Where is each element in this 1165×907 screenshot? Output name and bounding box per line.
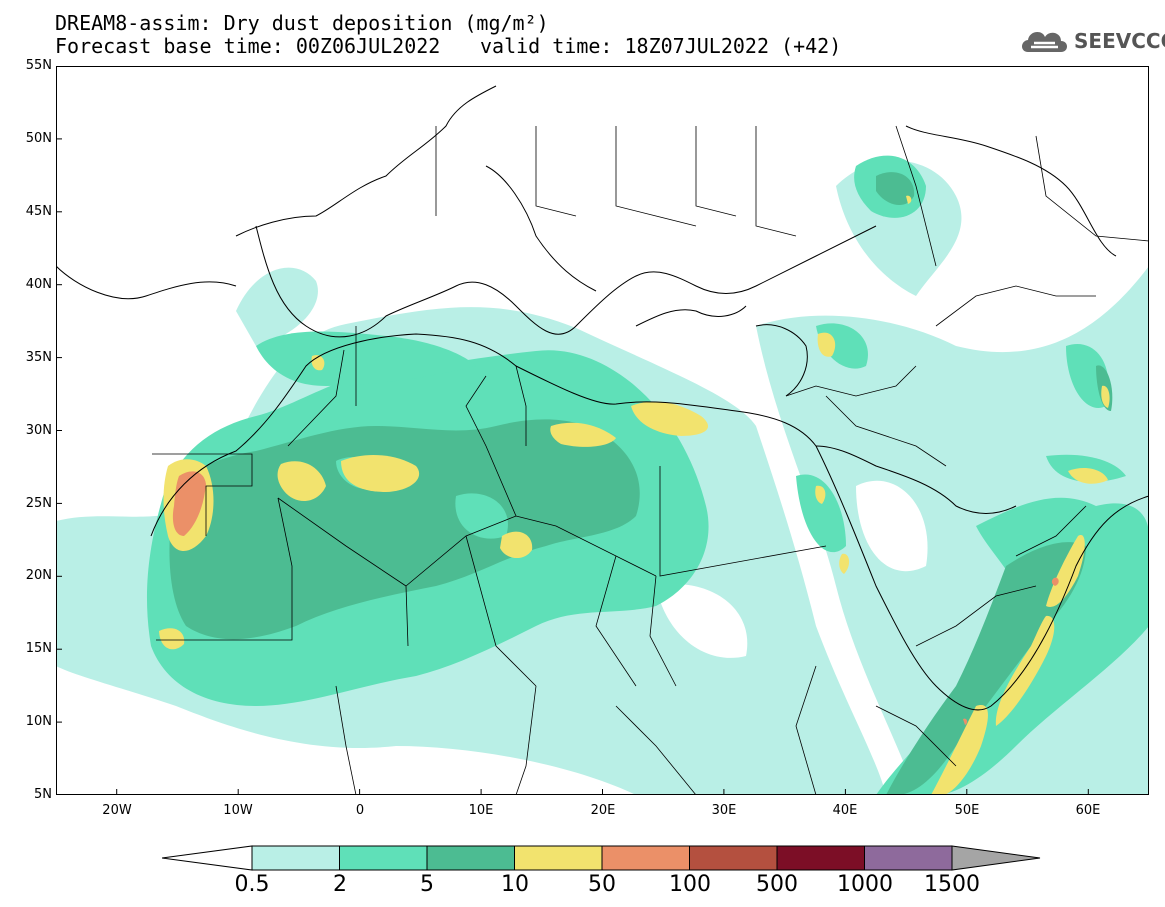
legend-label-0-5: 0.5 [234,872,270,897]
cloud-icon [1022,31,1067,52]
legend-label-100: 100 [669,872,711,897]
lat-label-20n: 20N [25,568,52,583]
seevccc-logo: SEEVCCC [1018,24,1165,60]
lat-label-30n: 30N [25,423,52,438]
title-line-1: DREAM8-assim: Dry dust deposition (mg/m²… [55,11,549,35]
dust-map [56,66,1149,795]
legend-swatch-7 [776,845,865,871]
legend-label-2: 2 [333,872,347,897]
borders [152,125,1149,795]
title-line-2: Forecast base time: 00Z06JUL2022 [55,34,441,58]
coastlines [56,85,1149,711]
tick-marks [56,138,1089,795]
legend-label-10: 10 [501,872,529,897]
legend-swatch-2 [339,845,428,871]
legend-label-1500: 1500 [924,872,980,897]
legend-label-500: 500 [756,872,798,897]
legend-swatch-1 [251,845,340,871]
legend-swatch-6 [689,845,778,871]
color-legend [162,845,1041,871]
legend-label-1000: 1000 [837,872,893,897]
lat-label-40n: 40N [25,277,52,292]
lon-label-10w: 10W [223,803,253,818]
legend-swatch-5 [601,845,690,871]
legend-label-5: 5 [420,872,434,897]
lat-label-15n: 15N [25,641,52,656]
legend-swatch-4 [514,845,603,871]
lon-label-30e: 30E [711,803,737,818]
lon-label-0: 0 [355,803,365,818]
lat-label-10n: 10N [25,714,52,729]
lon-label-20w: 20W [102,803,132,818]
lat-label-5n: 5N [34,787,52,802]
lat-label-50n: 50N [25,131,52,146]
valid-time: valid time: 18Z07JUL2022 (+42) [480,34,842,58]
lat-label-35n: 35N [25,350,52,365]
legend-swatch-8 [864,845,953,871]
legend-label-50: 50 [588,872,616,897]
lat-label-55n: 55N [25,58,52,73]
legend-swatch-3 [426,845,515,871]
lat-label-25n: 25N [25,496,52,511]
lon-label-20e: 20E [590,803,616,818]
lon-label-60e: 60E [1075,803,1101,818]
logo-text: SEEVCCC [1074,29,1165,53]
lon-label-40e: 40E [832,803,858,818]
lon-label-50e: 50E [954,803,980,818]
legend-arrow-high [951,845,1041,871]
legend-arrow-low [162,845,253,871]
lat-label-45n: 45N [25,204,52,219]
lon-label-10e: 10E [468,803,494,818]
